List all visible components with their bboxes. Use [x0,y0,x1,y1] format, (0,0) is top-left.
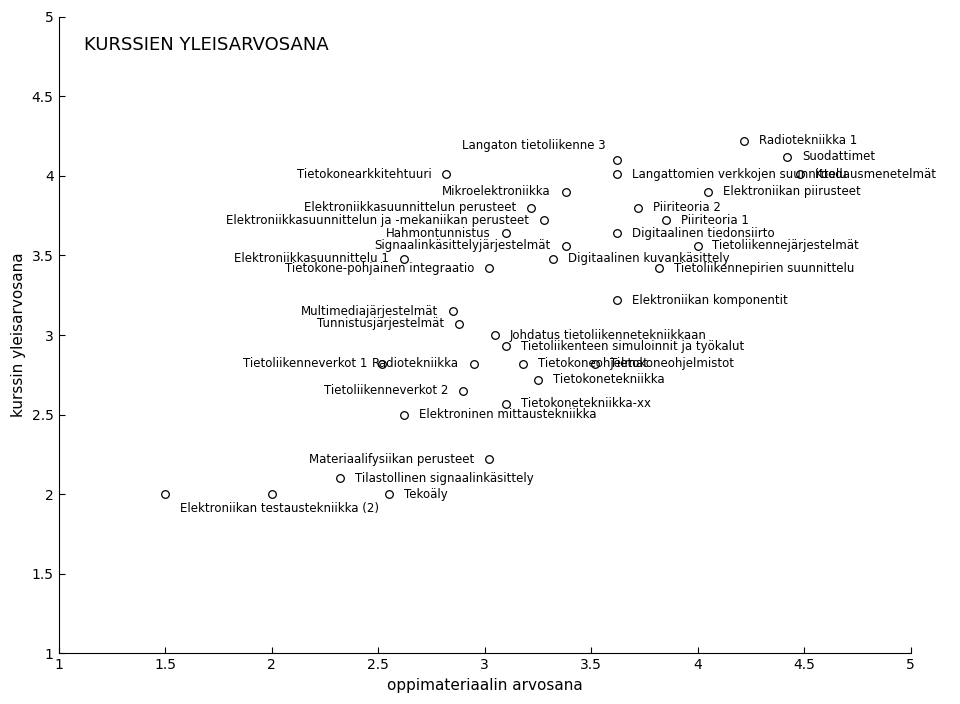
Text: Koodausmenetelmät: Koodausmenetelmät [815,168,937,181]
Text: Langattomien verkkojen suunnittelu: Langattomien verkkojen suunnittelu [632,168,847,181]
Text: Digitaalinen tiedonsiirto: Digitaalinen tiedonsiirto [632,227,774,239]
Text: Tietoliikennejärjestelmät: Tietoliikennejärjestelmät [712,239,859,252]
Text: Tietoliikenneverkot 1: Tietoliikenneverkot 1 [243,357,368,370]
X-axis label: oppimateriaalin arvosana: oppimateriaalin arvosana [387,678,583,693]
Text: Mikroelektroniikka: Mikroelektroniikka [442,185,551,199]
Text: Tietoliikennepirien suunnittelu: Tietoliikennepirien suunnittelu [674,262,854,275]
Text: Tilastollinen signaalinkäsittely: Tilastollinen signaalinkäsittely [354,472,534,485]
Y-axis label: kurssin yleisarvosana: kurssin yleisarvosana [12,253,26,417]
Text: Elektroniikan testaustekniikka (2): Elektroniikan testaustekniikka (2) [180,502,379,515]
Text: Radiotekniikka: Radiotekniikka [372,357,459,370]
Text: KURSSIEN YLEISARVOSANA: KURSSIEN YLEISARVOSANA [84,36,329,54]
Text: Elektroniikan komponentit: Elektroniikan komponentit [632,294,787,306]
Text: Tietoliikenneverkot 2: Tietoliikenneverkot 2 [324,384,448,397]
Text: Tietokone-pohjainen integraatio: Tietokone-pohjainen integraatio [284,262,474,275]
Text: Langaton tietoliikenne 3: Langaton tietoliikenne 3 [463,139,606,152]
Text: Tietokonetekniikka-xx: Tietokonetekniikka-xx [520,397,651,410]
Text: Tietokoneohjelmistot: Tietokoneohjelmistot [611,357,734,370]
Text: Elektroniikan piirusteet: Elektroniikan piirusteet [723,185,861,199]
Text: Elektroniikkasuunnittelun ja -mekaniikan perusteet: Elektroniikkasuunnittelun ja -mekaniikan… [227,214,529,227]
Text: Elektroniikkasuunnittelu 1: Elektroniikkasuunnittelu 1 [234,252,389,265]
Text: Elektroninen mittaustekniikka: Elektroninen mittaustekniikka [419,408,596,421]
Text: Digitaalinen kuvankäsittely: Digitaalinen kuvankäsittely [567,252,730,265]
Text: Tietokonearkkitehtuuri: Tietokonearkkitehtuuri [297,168,431,181]
Text: Tietokonetekniikka: Tietokonetekniikka [553,373,664,386]
Text: Suodattimet: Suodattimet [802,150,876,163]
Text: Tunnistusjärjestelmät: Tunnistusjärjestelmät [317,318,444,330]
Text: Tekoäly: Tekoäly [403,488,447,501]
Text: Signaalinkäsittelyjärjestelmät: Signaalinkäsittelyjärjestelmät [374,239,551,252]
Text: Multimediajärjestelmät: Multimediajärjestelmät [300,305,438,318]
Text: Tietokoneohjelmat: Tietokoneohjelmat [538,357,648,370]
Text: Tietoliikenteen simuloinnit ja työkalut: Tietoliikenteen simuloinnit ja työkalut [520,340,744,353]
Text: Piiriteoria 1: Piiriteoria 1 [681,214,749,227]
Text: Radiotekniikka 1: Radiotekniikka 1 [759,134,857,147]
Text: Materiaalifysiikan perusteet: Materiaalifysiikan perusteet [309,453,474,466]
Text: Hahmontunnistus: Hahmontunnistus [386,227,491,239]
Text: Piiriteoria 2: Piiriteoria 2 [653,201,721,214]
Text: Elektroniikkasuunnittelun perusteet: Elektroniikkasuunnittelun perusteet [304,201,516,214]
Text: Johdatus tietoliikennetekniikkaan: Johdatus tietoliikennetekniikkaan [510,329,707,341]
